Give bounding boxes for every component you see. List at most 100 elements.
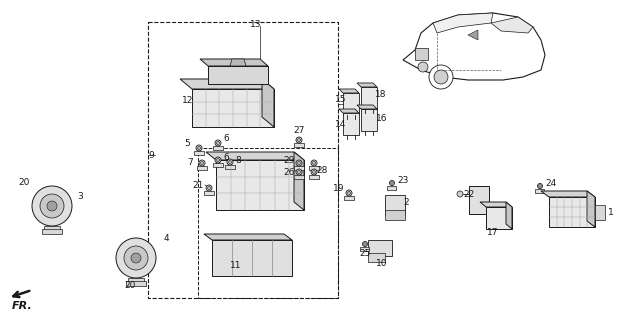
Bar: [385, 210, 405, 220]
Polygon shape: [549, 197, 595, 227]
Text: 8: 8: [235, 156, 241, 164]
Circle shape: [429, 65, 453, 89]
Circle shape: [227, 159, 233, 165]
Polygon shape: [294, 152, 304, 210]
Polygon shape: [357, 83, 377, 87]
Circle shape: [207, 187, 211, 189]
Bar: [225, 165, 235, 169]
Circle shape: [346, 190, 352, 196]
Text: 19: 19: [333, 183, 345, 193]
Polygon shape: [192, 89, 274, 127]
Text: 6: 6: [223, 133, 229, 142]
Text: 2: 2: [403, 197, 409, 206]
Circle shape: [298, 162, 300, 164]
Polygon shape: [343, 93, 359, 115]
Circle shape: [200, 162, 204, 164]
Bar: [213, 163, 223, 167]
Polygon shape: [212, 240, 292, 276]
Circle shape: [47, 201, 57, 211]
Polygon shape: [468, 30, 478, 40]
Circle shape: [216, 158, 219, 162]
Polygon shape: [491, 17, 533, 33]
Circle shape: [206, 185, 212, 191]
Bar: [469, 186, 489, 214]
Bar: [368, 240, 392, 256]
Circle shape: [298, 171, 300, 173]
Text: 7: 7: [187, 157, 193, 166]
Text: 10: 10: [377, 260, 388, 268]
Polygon shape: [506, 202, 512, 229]
Text: 9: 9: [148, 150, 154, 159]
Polygon shape: [541, 191, 595, 197]
Bar: [385, 195, 405, 215]
Circle shape: [196, 145, 202, 151]
Circle shape: [131, 253, 141, 263]
Text: 11: 11: [230, 260, 242, 269]
Text: 17: 17: [487, 228, 499, 236]
Circle shape: [537, 183, 543, 188]
Bar: [294, 143, 304, 147]
Polygon shape: [361, 87, 377, 109]
Polygon shape: [480, 202, 512, 207]
Polygon shape: [361, 109, 377, 131]
Circle shape: [311, 160, 317, 166]
Text: 3: 3: [77, 191, 83, 201]
Text: 25: 25: [359, 250, 371, 259]
Circle shape: [434, 70, 448, 84]
Circle shape: [40, 194, 64, 218]
Text: 27: 27: [293, 125, 305, 134]
Text: 24: 24: [546, 179, 556, 188]
Circle shape: [311, 169, 317, 175]
Text: 13: 13: [250, 20, 262, 28]
Circle shape: [296, 137, 302, 143]
Polygon shape: [339, 89, 359, 93]
Circle shape: [312, 162, 315, 164]
Bar: [197, 166, 207, 170]
Text: 14: 14: [335, 119, 347, 129]
Bar: [42, 229, 62, 234]
Text: 5: 5: [184, 139, 190, 148]
Text: 4: 4: [163, 234, 169, 243]
Polygon shape: [230, 59, 246, 66]
Bar: [361, 246, 370, 251]
Circle shape: [215, 157, 221, 163]
Polygon shape: [262, 79, 274, 127]
Text: FR.: FR.: [11, 301, 32, 311]
Text: 21: 21: [192, 180, 204, 189]
Circle shape: [296, 160, 302, 166]
Polygon shape: [433, 13, 493, 33]
Text: 18: 18: [375, 90, 387, 99]
Circle shape: [539, 185, 541, 187]
Text: 6: 6: [223, 153, 229, 162]
Circle shape: [228, 161, 232, 164]
Text: 20: 20: [18, 178, 30, 187]
Bar: [126, 281, 146, 286]
Circle shape: [215, 140, 221, 146]
Text: 12: 12: [183, 95, 194, 105]
Polygon shape: [587, 191, 595, 227]
Circle shape: [124, 246, 148, 270]
Polygon shape: [403, 13, 545, 80]
Circle shape: [298, 139, 300, 141]
Circle shape: [364, 243, 366, 245]
Circle shape: [32, 186, 72, 226]
Circle shape: [216, 141, 219, 145]
Text: 29: 29: [283, 156, 294, 164]
Polygon shape: [200, 59, 268, 66]
Bar: [294, 166, 304, 170]
Text: 23: 23: [398, 175, 409, 185]
Polygon shape: [208, 66, 268, 84]
Circle shape: [418, 62, 428, 72]
Text: 22: 22: [464, 189, 474, 198]
Bar: [309, 175, 319, 179]
Circle shape: [312, 171, 315, 173]
Bar: [368, 253, 385, 262]
Polygon shape: [180, 79, 274, 89]
Bar: [213, 146, 223, 150]
Polygon shape: [343, 113, 359, 135]
Polygon shape: [339, 109, 359, 113]
Bar: [128, 278, 144, 283]
Bar: [148, 22, 338, 298]
Circle shape: [347, 191, 350, 195]
Circle shape: [363, 242, 368, 246]
